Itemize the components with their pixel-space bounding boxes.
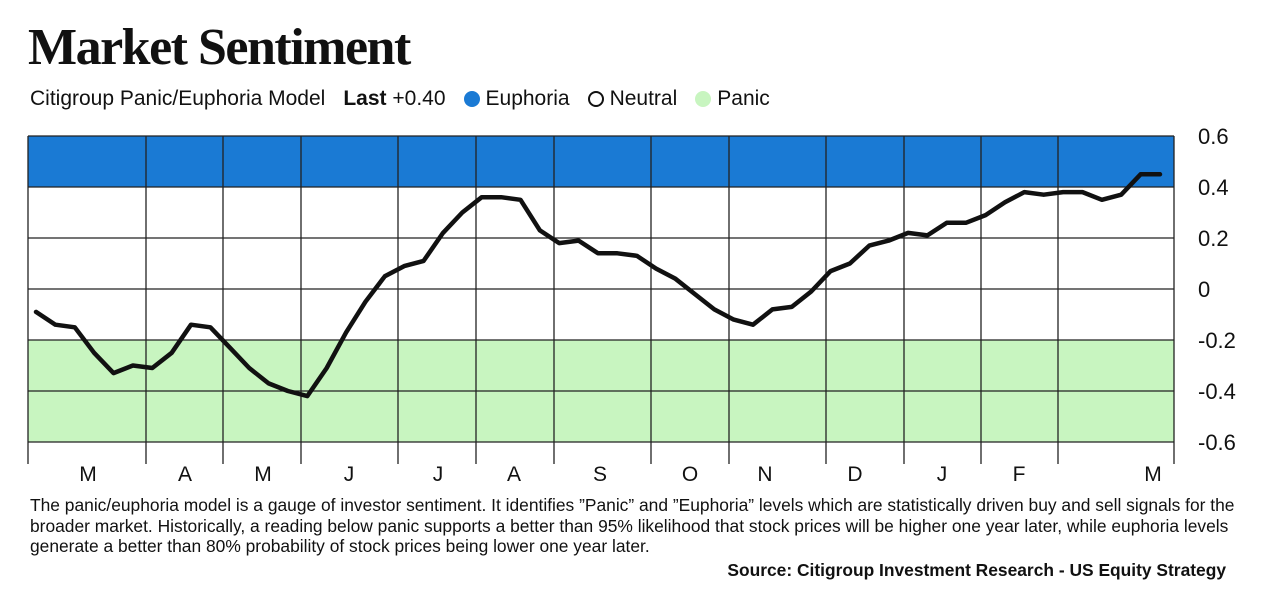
x-tick-label: O bbox=[682, 463, 698, 486]
y-tick-label: 0.6 bbox=[1198, 124, 1229, 149]
sentiment-line-chart: 0.6 0.4 0.2 0 -0.2 -0.4 -0.6 M A M J J A S O N D J F M bbox=[27, 124, 1236, 486]
x-tick-label: M bbox=[1144, 463, 1162, 486]
x-tick-label: J bbox=[433, 463, 444, 486]
legend-panic-label: Panic bbox=[717, 87, 770, 110]
euphoria-legend-icon bbox=[463, 91, 480, 107]
panic-legend-icon bbox=[695, 91, 712, 107]
x-tick-label: D bbox=[847, 463, 862, 486]
x-tick-label: S bbox=[593, 463, 607, 486]
y-tick-label: -0.6 bbox=[1198, 430, 1236, 455]
last-label: Last bbox=[343, 87, 387, 110]
model-name: Citigroup Panic/Euphoria Model bbox=[30, 87, 326, 110]
x-tick-label: J bbox=[344, 463, 355, 486]
chart-subtitle: Citigroup Panic/Euphoria Model Last +0.4… bbox=[30, 86, 770, 112]
last-value: +0.40 bbox=[392, 87, 446, 110]
y-tick-label: 0.4 bbox=[1198, 175, 1229, 200]
neutral-legend-icon bbox=[587, 91, 604, 107]
x-tick-label: F bbox=[1013, 463, 1026, 486]
chart-footnote: The panic/euphoria model is a gauge of i… bbox=[30, 495, 1235, 557]
y-tick-label: -0.2 bbox=[1198, 328, 1236, 353]
sentiment-series-line bbox=[33, 172, 1163, 399]
x-tick-label: J bbox=[937, 463, 948, 486]
legend-neutral-label: Neutral bbox=[609, 87, 678, 110]
x-tick-label: N bbox=[757, 463, 772, 486]
y-tick-label: 0 bbox=[1198, 277, 1210, 302]
x-tick-label: M bbox=[79, 463, 97, 486]
legend-euphoria-label: Euphoria bbox=[485, 87, 570, 110]
x-tick-label: M bbox=[254, 463, 272, 486]
x-tick-label: A bbox=[178, 463, 192, 486]
source-credit: Source: Citigroup Investment Research - … bbox=[727, 560, 1226, 580]
euphoria-band bbox=[28, 136, 1174, 187]
y-tick-label: 0.2 bbox=[1198, 226, 1229, 251]
page-title: Market Sentiment bbox=[28, 19, 411, 76]
x-tick-label: A bbox=[507, 463, 521, 486]
y-tick-label: -0.4 bbox=[1198, 379, 1236, 404]
